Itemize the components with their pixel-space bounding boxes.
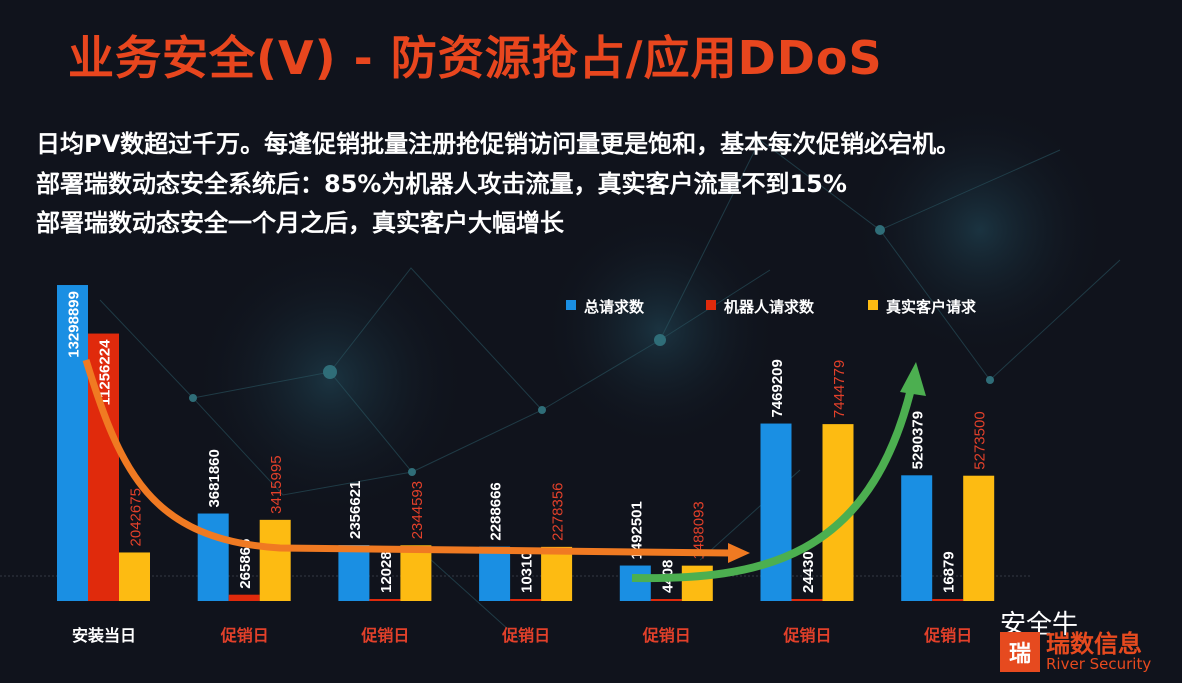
company-logo: 瑞 瑞数信息 River Security: [1000, 630, 1152, 674]
data-label: 13298899: [66, 291, 83, 358]
data-label: 2278356: [550, 482, 567, 540]
bar-bot: [510, 599, 542, 601]
bar-bot: [932, 599, 964, 601]
bar-real: [541, 546, 573, 601]
data-label: 2356621: [347, 481, 364, 539]
legend-label: 机器人请求数: [724, 298, 815, 316]
category-label: 促销日: [501, 626, 550, 645]
bar-bot: [791, 599, 823, 601]
legend-label: 真实客户请求: [886, 298, 977, 316]
bar-total: [338, 545, 370, 601]
bar-bot: [650, 599, 682, 601]
category-label: 安装当日: [72, 626, 136, 645]
data-label: 2288666: [488, 482, 505, 540]
legend-swatch: [868, 300, 878, 310]
bar-total: [760, 423, 792, 601]
category-label: 促销日: [923, 626, 972, 645]
bar-bot: [228, 594, 260, 601]
bar-real: [119, 552, 150, 601]
data-label: 12028: [378, 551, 395, 593]
logo-mark-icon: 瑞: [1000, 632, 1040, 673]
data-label: 16879: [941, 551, 958, 593]
legend-label: 总请求数: [584, 298, 645, 316]
logo-en: River Security: [1046, 655, 1152, 674]
data-label: 2042675: [128, 488, 145, 546]
decline-arrowhead: [728, 543, 750, 563]
bar-bot: [369, 599, 401, 601]
data-label: 2344593: [409, 481, 426, 539]
data-label: 3681860: [206, 449, 223, 507]
growth-arrow: [631, 384, 916, 583]
data-label: 3415995: [268, 455, 285, 513]
category-label: 促销日: [220, 626, 269, 645]
bar-total: [197, 513, 229, 601]
data-label: 11256224: [97, 339, 114, 406]
data-label: 265865: [237, 539, 254, 589]
data-label: 1492501: [628, 501, 645, 559]
category-label: 促销日: [360, 626, 409, 645]
data-label: 5290379: [910, 411, 927, 469]
slide-title: 业务安全(V) - 防资源抢占/应用DDoS: [68, 31, 883, 85]
data-label: 5273500: [972, 411, 989, 469]
legend: 总请求数 机器人请求数 真实客户请求: [566, 298, 977, 316]
bar-real: [400, 545, 432, 601]
bar-real: [963, 475, 995, 601]
data-label: 24430: [800, 551, 817, 593]
decline-arrow: [82, 358, 731, 557]
bar-real: [259, 519, 291, 601]
legend-swatch: [706, 300, 716, 310]
bar-total: [57, 285, 88, 601]
category-label: 促销日: [782, 626, 831, 645]
growth-arrowhead: [900, 362, 926, 396]
data-label: 1488093: [690, 501, 707, 559]
bar-real: [681, 565, 713, 601]
text-line-3: 部署瑞数动态安全一个月之后，真实客户大幅增长: [36, 209, 564, 237]
data-label: 10310: [519, 551, 536, 593]
text-line-1: 日均PV数超过千万。每逢促销批量注册抢促销访问量更是饱和，基本每次促销必宕机。: [36, 130, 961, 158]
bar-total: [479, 546, 511, 601]
legend-swatch: [566, 300, 576, 310]
logo-cn: 瑞数信息: [1046, 630, 1142, 658]
data-label: 7469209: [769, 359, 786, 417]
data-label: 7444779: [831, 360, 848, 418]
bar-total: [901, 475, 933, 601]
category-label: 促销日: [642, 626, 691, 645]
bar-total: [619, 565, 651, 601]
text-line-2: 部署瑞数动态安全系统后：85%为机器人攻击流量，真实客户流量不到15%: [36, 170, 847, 198]
